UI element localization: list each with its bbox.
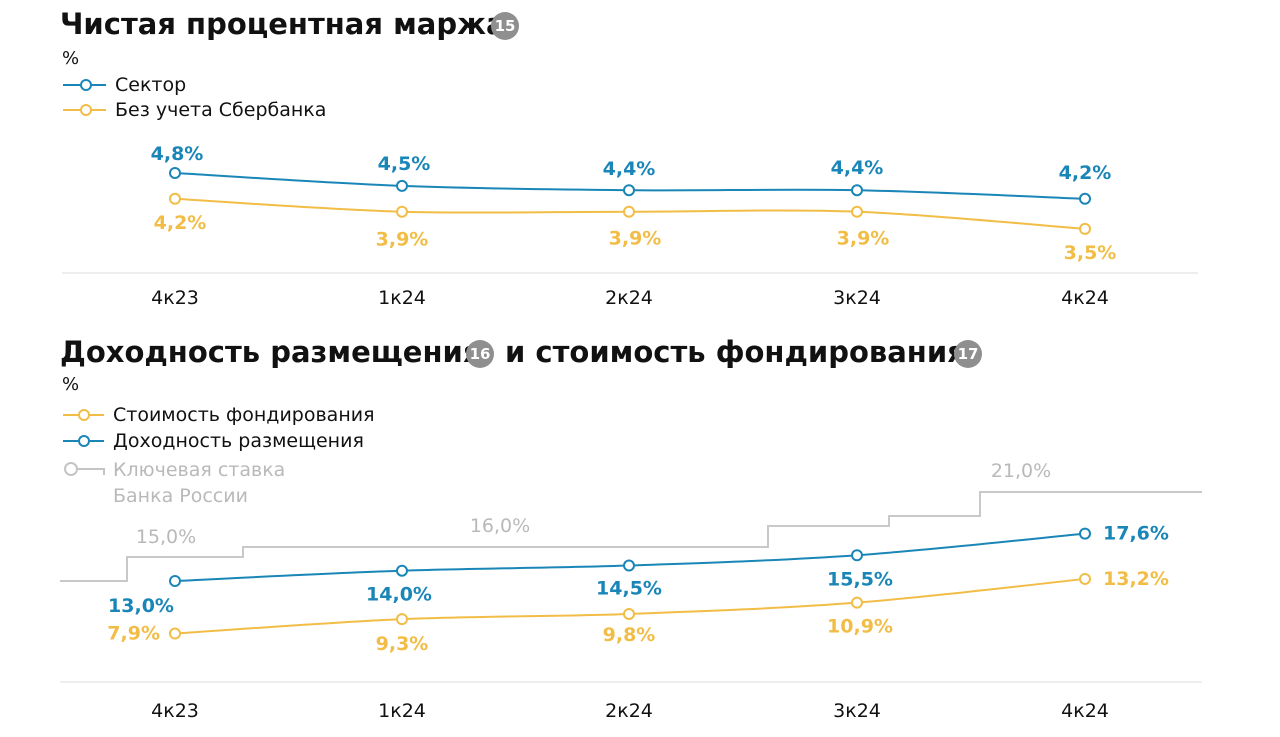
chart-2-x-axis: 4к23 1к24 2к24 3к24 4к24 (151, 700, 1109, 722)
legend-label-line2: Банка России (113, 485, 248, 507)
data-label: 7,9% (107, 623, 160, 645)
chart-2-title-part2: и стоимость фондирования (505, 335, 966, 369)
data-label: 13,0% (108, 595, 174, 617)
data-label: 13,2% (1103, 568, 1169, 590)
chart-1-title: Чистая процентная маржа (60, 7, 506, 41)
legend-label: Сектор (115, 74, 186, 96)
legend-marker (64, 462, 78, 476)
data-label: 3,5% (1064, 242, 1117, 264)
chart-2-badge-1: 16 (466, 340, 494, 368)
legend-item-funding-cost: Стоимость фондирования (63, 404, 375, 426)
legend-item-placement-yield: Доходность размещения (63, 430, 364, 452)
data-point (396, 205, 408, 218)
data-point (1079, 572, 1091, 585)
data-point (851, 184, 863, 197)
chart-2-badge-1-number: 16 (470, 345, 491, 363)
data-label: 14,5% (596, 578, 662, 600)
data-label: 17,6% (1103, 523, 1169, 545)
x-tick-label: 3к24 (833, 700, 881, 722)
chart-2-badge-2-circle (954, 340, 982, 368)
legend-marker (78, 409, 90, 421)
data-point (169, 575, 181, 587)
data-label: 3,9% (609, 228, 662, 250)
legend-item-sector: Сектор (63, 74, 186, 96)
data-label: 4,2% (154, 212, 207, 234)
data-point (1079, 222, 1091, 235)
x-tick-label: 4к23 (151, 287, 199, 309)
chart-1-badge: 15 (491, 12, 519, 40)
data-point (169, 627, 181, 640)
chart-2-legend: Стоимость фондирования Доходность размещ… (63, 404, 375, 507)
data-label: 4,4% (603, 158, 656, 180)
data-point (396, 179, 408, 192)
data-point (623, 607, 635, 620)
chart-1-unit: % (62, 48, 79, 69)
key-rate-label: 15,0% (136, 526, 196, 548)
legend-marker (80, 104, 92, 116)
data-label: 4,4% (831, 157, 884, 179)
chart-2-badge-1-circle (466, 340, 494, 368)
x-tick-label: 4к24 (1061, 700, 1109, 722)
legend-label: Стоимость фондирования (113, 404, 375, 426)
chart-1-badge-circle (491, 12, 519, 40)
chart-1: Чистая процентная маржа 15 % Сектор Без … (60, 7, 1198, 309)
chart-1-x-axis: 4к23 1к24 2к24 3к24 4к24 (151, 287, 1109, 309)
data-label: 4,5% (378, 153, 431, 175)
data-label: 14,0% (366, 584, 432, 606)
data-point (623, 184, 635, 197)
chart-2-badge-2: 17 (954, 340, 982, 368)
data-point (396, 613, 408, 626)
legend-item-without-sber: Без учета Сбербанка (63, 99, 326, 121)
data-point (623, 205, 635, 218)
data-label: 4,2% (1059, 162, 1112, 184)
chart-2-unit: % (62, 374, 79, 395)
data-label: 4,8% (151, 143, 204, 165)
chart-2-title-part1: Доходность размещения (60, 335, 481, 369)
legend-label: Ключевая ставка (113, 459, 285, 481)
data-point (169, 167, 181, 179)
data-label: 3,9% (376, 229, 429, 251)
legend-item-key-rate: Ключевая ставка Банка России (64, 459, 285, 507)
data-label: 3,9% (837, 228, 890, 250)
data-point (851, 549, 863, 562)
data-point (396, 564, 408, 577)
data-point (1079, 192, 1091, 205)
key-rate-label: 16,0% (470, 515, 530, 537)
x-tick-label: 4к23 (151, 700, 199, 722)
chart-1-plot: 4,8% 4,5% 4,4% 4,4% 4,2% 4,2% 3,9% 3,9% 3,9% 3,5% (151, 143, 1117, 264)
data-point (1079, 527, 1091, 540)
x-tick-label: 4к24 (1061, 287, 1109, 309)
legend-marker (80, 79, 92, 91)
legend-label: Без учета Сбербанка (115, 99, 326, 121)
chart-2: Доходность размещения 16 и стоимость фон… (60, 335, 1202, 722)
x-tick-label: 2к24 (605, 287, 653, 309)
series-line (174, 532, 1086, 582)
data-point (623, 559, 635, 572)
legend-label: Доходность размещения (113, 430, 364, 452)
data-label: 9,8% (603, 624, 656, 646)
key-rate-step-line (60, 491, 1202, 582)
data-point (169, 192, 181, 205)
x-tick-label: 1к24 (378, 700, 426, 722)
key-rate-label: 21,0% (991, 460, 1051, 482)
legend-line (77, 468, 105, 475)
chart-2-plot: 7,9% 9,3% 9,8% 10,9% 13,2% 13,0% 14,0% 14,5% 15,… (107, 523, 1169, 655)
chart-1-legend: Сектор Без учета Сбербанка (63, 74, 326, 121)
data-label: 15,5% (827, 568, 893, 590)
legend-marker (78, 435, 90, 447)
x-tick-label: 1к24 (378, 287, 426, 309)
data-label: 9,3% (376, 633, 429, 655)
data-point (851, 596, 863, 609)
data-point (851, 205, 863, 218)
chart-2-badge-2-number: 17 (958, 345, 979, 363)
x-tick-label: 3к24 (833, 287, 881, 309)
chart-1-badge-number: 15 (495, 17, 516, 35)
x-tick-label: 2к24 (605, 700, 653, 722)
data-label: 10,9% (827, 616, 893, 638)
